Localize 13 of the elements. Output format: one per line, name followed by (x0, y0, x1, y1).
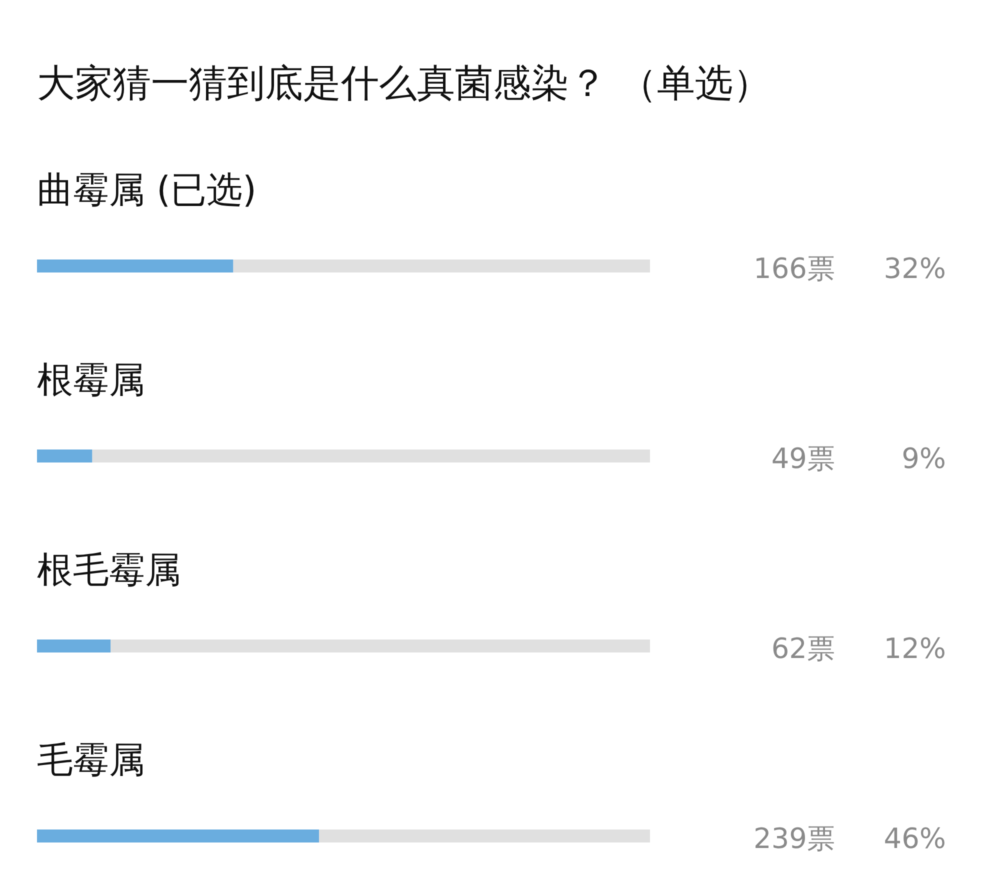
annotation: 62票 (771, 632, 835, 665)
category-label: 曲霉属 (已选) (37, 170, 257, 211)
title: 大家猜一猜到底是什么真菌感染？ （单选） (37, 61, 772, 105)
category-label: 毛霉属 (37, 740, 145, 781)
value-label: 46% (884, 822, 946, 855)
value-label: 12% (884, 632, 946, 665)
category-label: 根毛霉属 (37, 550, 181, 591)
value-label: 9% (902, 442, 946, 475)
annotation: 49票 (771, 442, 835, 475)
annotation: 239票 (754, 822, 835, 855)
value-label: 32% (884, 252, 946, 285)
annotation: 166票 (754, 252, 835, 285)
category-label: 根霉属 (37, 360, 145, 401)
